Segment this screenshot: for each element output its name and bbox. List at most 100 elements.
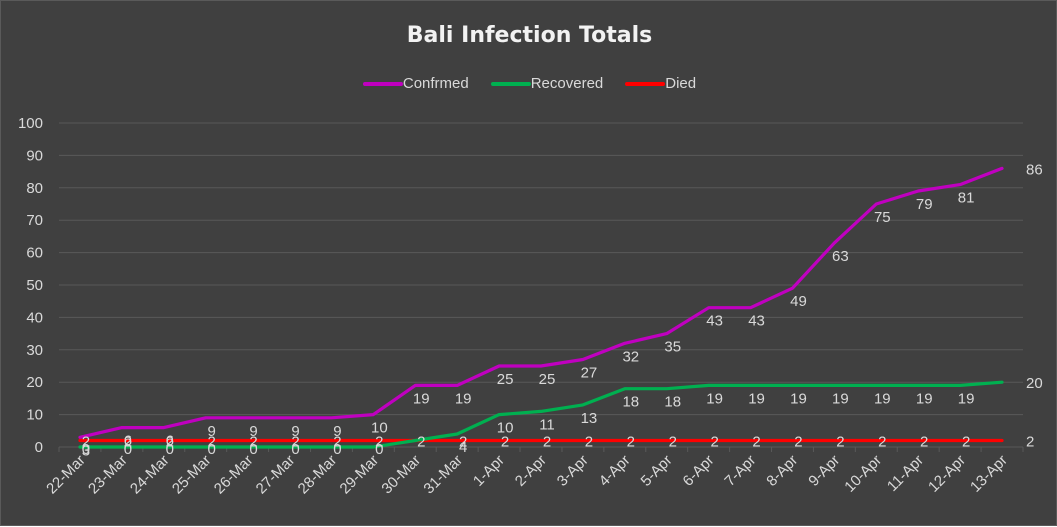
legend-label-recovered: Recovered [530, 75, 604, 92]
data-label-recovered: 4 [459, 439, 467, 456]
data-label-recovered: 0 [82, 441, 90, 458]
x-tick-label: 5-Apr [638, 452, 676, 490]
data-label-recovered: 19 [916, 390, 933, 407]
legend-item-died: Died [625, 75, 696, 92]
data-label-died: 2 [124, 434, 132, 451]
x-tick-label: 8-Apr [763, 452, 801, 490]
x-tick-label: 6-Apr [680, 452, 718, 490]
data-label-recovered: 0 [208, 441, 216, 458]
legend-swatch-died [625, 81, 666, 86]
data-label-confrmed: 10 [371, 420, 388, 437]
data-label-confrmed: 79 [916, 196, 933, 213]
data-label-recovered: 13 [581, 410, 598, 427]
data-label-died: 2 [962, 434, 970, 451]
data-label-recovered: 10 [497, 420, 514, 437]
y-tick-label: 90 [26, 147, 43, 164]
y-tick-label: 30 [26, 342, 43, 359]
x-tick-label: 13-Apr [967, 452, 1011, 496]
x-tick-label: 23-Mar [85, 452, 131, 498]
data-label-recovered: 18 [622, 394, 639, 411]
x-tick-label: 3-Apr [554, 452, 592, 490]
data-label-died: 2 [249, 434, 257, 451]
data-label-died: 2 [585, 434, 593, 451]
data-label-died: 2 [710, 434, 718, 451]
data-label-died: 2 [459, 434, 467, 451]
legend-label-died: Died [665, 75, 697, 92]
legend-swatch-recovered [490, 81, 531, 86]
data-label-recovered: 20 [1026, 375, 1043, 392]
x-tick-label: 28-Mar [295, 452, 341, 498]
data-label-recovered: 19 [832, 390, 849, 407]
data-label-died: 2 [375, 434, 383, 451]
y-tick-label: 50 [26, 277, 43, 294]
data-label-died: 2 [208, 434, 216, 451]
data-label-recovered: 0 [166, 441, 174, 458]
legend-swatch-confirmed [362, 81, 403, 86]
x-tick-label: 31-Mar [420, 452, 466, 498]
chart-title: Bali Infection Totals [406, 23, 653, 48]
data-label-confrmed: 27 [581, 365, 598, 382]
data-label-recovered: 19 [874, 390, 891, 407]
data-label-confrmed: 3 [82, 442, 90, 459]
data-label-died: 2 [82, 434, 90, 451]
data-label-recovered: 0 [333, 441, 341, 458]
x-tick-label: 1-Apr [470, 452, 508, 490]
data-label-recovered: 19 [706, 390, 723, 407]
data-label-confrmed: 81 [958, 190, 975, 207]
legend-item-recovered: Recovered [490, 75, 604, 92]
x-tick-label: 2-Apr [512, 452, 550, 490]
legend-item-confirmed: Confrmed [362, 75, 469, 92]
data-label-recovered: 11 [539, 416, 555, 433]
y-tick-label: 40 [26, 309, 43, 326]
data-label-recovered: 19 [748, 390, 765, 407]
x-tick-label: 26-Mar [211, 452, 257, 498]
data-label-confrmed: 9 [333, 423, 341, 440]
data-label-confrmed: 25 [539, 371, 556, 388]
data-label-recovered: 18 [664, 394, 681, 411]
data-label-died: 2 [291, 434, 299, 451]
x-tick-label: 10-Apr [841, 452, 885, 496]
data-label-died: 2 [333, 434, 341, 451]
y-tick-label: 60 [26, 245, 43, 262]
data-label-recovered: 0 [291, 441, 299, 458]
data-label-died: 2 [166, 434, 174, 451]
data-label-recovered: 0 [124, 441, 132, 458]
data-label-confrmed: 43 [748, 313, 765, 330]
data-label-died: 2 [627, 434, 635, 451]
data-label-confrmed: 25 [497, 371, 514, 388]
series-line-recovered [78, 380, 1004, 449]
y-tick-label: 10 [26, 407, 43, 424]
data-label-confrmed: 9 [208, 423, 216, 440]
data-label-died: 2 [794, 434, 802, 451]
data-label-died: 2 [417, 434, 425, 451]
data-label-confrmed: 49 [790, 293, 807, 310]
data-label-recovered: 19 [790, 390, 807, 407]
x-tick-label: 9-Apr [805, 452, 843, 490]
data-label-confrmed: 86 [1026, 161, 1043, 178]
data-label-died: 2 [920, 434, 928, 451]
y-tick-label: 100 [18, 115, 43, 132]
data-label-died: 2 [543, 434, 551, 451]
x-tick-label: 4-Apr [596, 452, 634, 490]
x-tick-label: 25-Mar [169, 452, 215, 498]
data-label-confrmed: 32 [622, 348, 639, 365]
data-label-confrmed: 19 [413, 390, 430, 407]
y-tick-label: 20 [26, 374, 43, 391]
data-label-recovered: 0 [249, 441, 257, 458]
x-tick-label: 27-Mar [253, 452, 299, 498]
data-label-confrmed: 9 [249, 423, 257, 440]
data-label-recovered: 19 [958, 390, 975, 407]
x-tick-label: 29-Mar [337, 452, 383, 498]
x-tick-label: 11-Apr [884, 452, 927, 495]
data-label-confrmed: 6 [166, 433, 174, 450]
y-tick-label: 0 [35, 439, 43, 456]
x-tick-label: 24-Mar [127, 452, 173, 498]
legend-label-confirmed: Confrmed [402, 75, 469, 92]
data-label-confrmed: 43 [706, 313, 723, 330]
data-label-died: 2 [1026, 434, 1034, 451]
data-label-died: 2 [836, 434, 844, 451]
data-label-confrmed: 6 [124, 433, 132, 450]
data-label-died: 2 [669, 434, 677, 451]
